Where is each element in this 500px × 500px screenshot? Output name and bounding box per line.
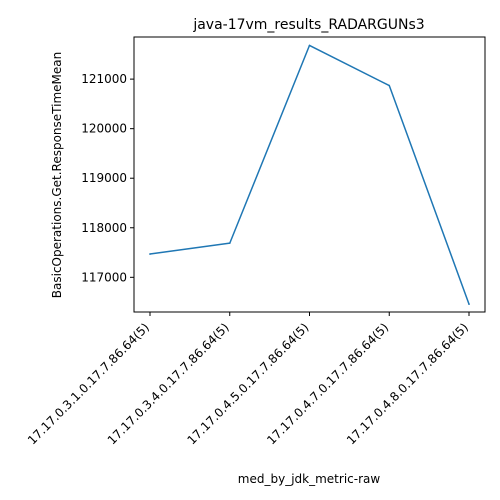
y-tick-label: 121000 (81, 72, 127, 86)
x-axis-label: med_by_jdk_metric-raw (238, 472, 381, 486)
series-layer (149, 44, 470, 305)
data-point (149, 253, 151, 255)
y-tick-label: 118000 (81, 221, 127, 235)
data-point (228, 242, 231, 244)
chart-title: java-17vm_results_RADARGUNs3 (192, 17, 424, 33)
y-axis: 117000 118000 119000 120000 121000 (81, 72, 134, 284)
data-point (388, 84, 391, 87)
y-tick-label: 119000 (81, 171, 127, 185)
y-tick-label: 117000 (81, 270, 127, 284)
y-tick-label: 120000 (81, 122, 127, 136)
data-point (468, 303, 470, 305)
y-axis-label: BasicOperations.Get.ResponseTimeMean (50, 52, 64, 298)
data-point (308, 44, 311, 47)
